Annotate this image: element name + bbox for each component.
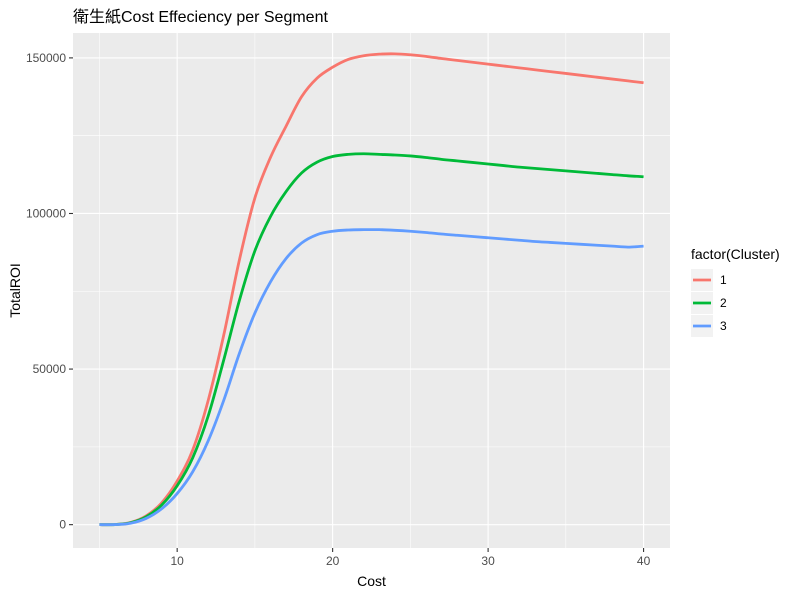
x-tick-label: 40 bbox=[637, 554, 651, 568]
legend-label-3: 3 bbox=[720, 319, 727, 333]
series-line-3 bbox=[99, 228, 644, 527]
x-tick-label: 10 bbox=[170, 554, 184, 568]
series-lines bbox=[99, 52, 644, 527]
y-tick-label: 0 bbox=[59, 518, 66, 532]
series-line-2 bbox=[99, 152, 644, 527]
legend-title: factor(Cluster) bbox=[691, 246, 780, 262]
y-axis-label: TotalROI bbox=[7, 263, 23, 317]
series-line-1 bbox=[99, 52, 644, 527]
grid bbox=[73, 33, 670, 548]
legend-label-1: 1 bbox=[720, 273, 727, 287]
legend: factor(Cluster) 1 2 3 bbox=[691, 246, 780, 337]
legend-label-2: 2 bbox=[720, 296, 727, 310]
y-tick-label: 100000 bbox=[26, 206, 66, 220]
x-axis-label: Cost bbox=[357, 573, 386, 589]
x-tick-label: 20 bbox=[326, 554, 340, 568]
chart-title: 衛生紙Cost Effeciency per Segment bbox=[73, 8, 328, 26]
y-tick-label: 150000 bbox=[26, 51, 66, 65]
plot-panel bbox=[73, 33, 670, 548]
axes: 10 20 30 40 0 50000 100000 150000 bbox=[26, 51, 651, 568]
y-tick-label: 50000 bbox=[33, 362, 67, 376]
x-tick-label: 30 bbox=[481, 554, 495, 568]
